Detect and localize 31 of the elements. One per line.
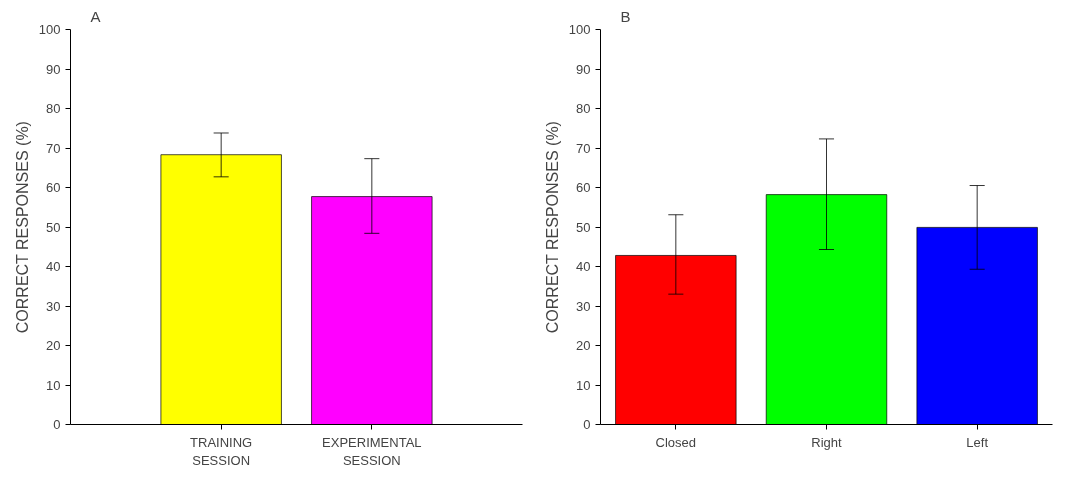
chart-title: A [90, 7, 101, 25]
y-tick-label: 70 [576, 140, 591, 156]
y-tick-label: 50 [46, 219, 61, 235]
y-tick-label: 30 [576, 298, 591, 314]
x-tick-label: EXPERIMENTAL SESSION [322, 434, 422, 468]
x-tick-label: Left [966, 434, 989, 450]
y-tick-label: 20 [46, 338, 61, 353]
y-tick-label: 40 [576, 259, 591, 274]
y-tick-label: 90 [46, 61, 61, 77]
y-tick-label: 80 [46, 101, 61, 116]
y-tick-label: 20 [576, 338, 591, 353]
y-tick-label: 30 [46, 298, 61, 314]
y-tick-label: 100 [568, 22, 591, 37]
y-tick-label: 0 [53, 417, 61, 432]
chart-title: B [620, 7, 631, 25]
y-tick-label: 60 [46, 180, 61, 195]
x-tick-label: Closed [655, 434, 697, 450]
y-tick-label: 90 [576, 61, 591, 77]
y-tick-label: 10 [46, 377, 61, 393]
y-tick-label: 100 [38, 22, 61, 37]
y-tick-label: 70 [46, 140, 61, 156]
y-tick-label: 10 [576, 377, 591, 393]
y-tick-label: 80 [576, 101, 591, 116]
y-tick-label: 50 [576, 219, 591, 235]
y-axis-title: CORRECT RESPONSES (%) [543, 121, 561, 334]
x-tick-label: TRAINING SESSION [190, 434, 253, 468]
y-tick-label: 0 [583, 417, 591, 432]
y-tick-label: 40 [46, 259, 61, 274]
y-tick-label: 60 [576, 180, 591, 195]
x-tick-label: Right [811, 434, 843, 450]
y-axis-title: CORRECT RESPONSES (%) [13, 121, 31, 334]
